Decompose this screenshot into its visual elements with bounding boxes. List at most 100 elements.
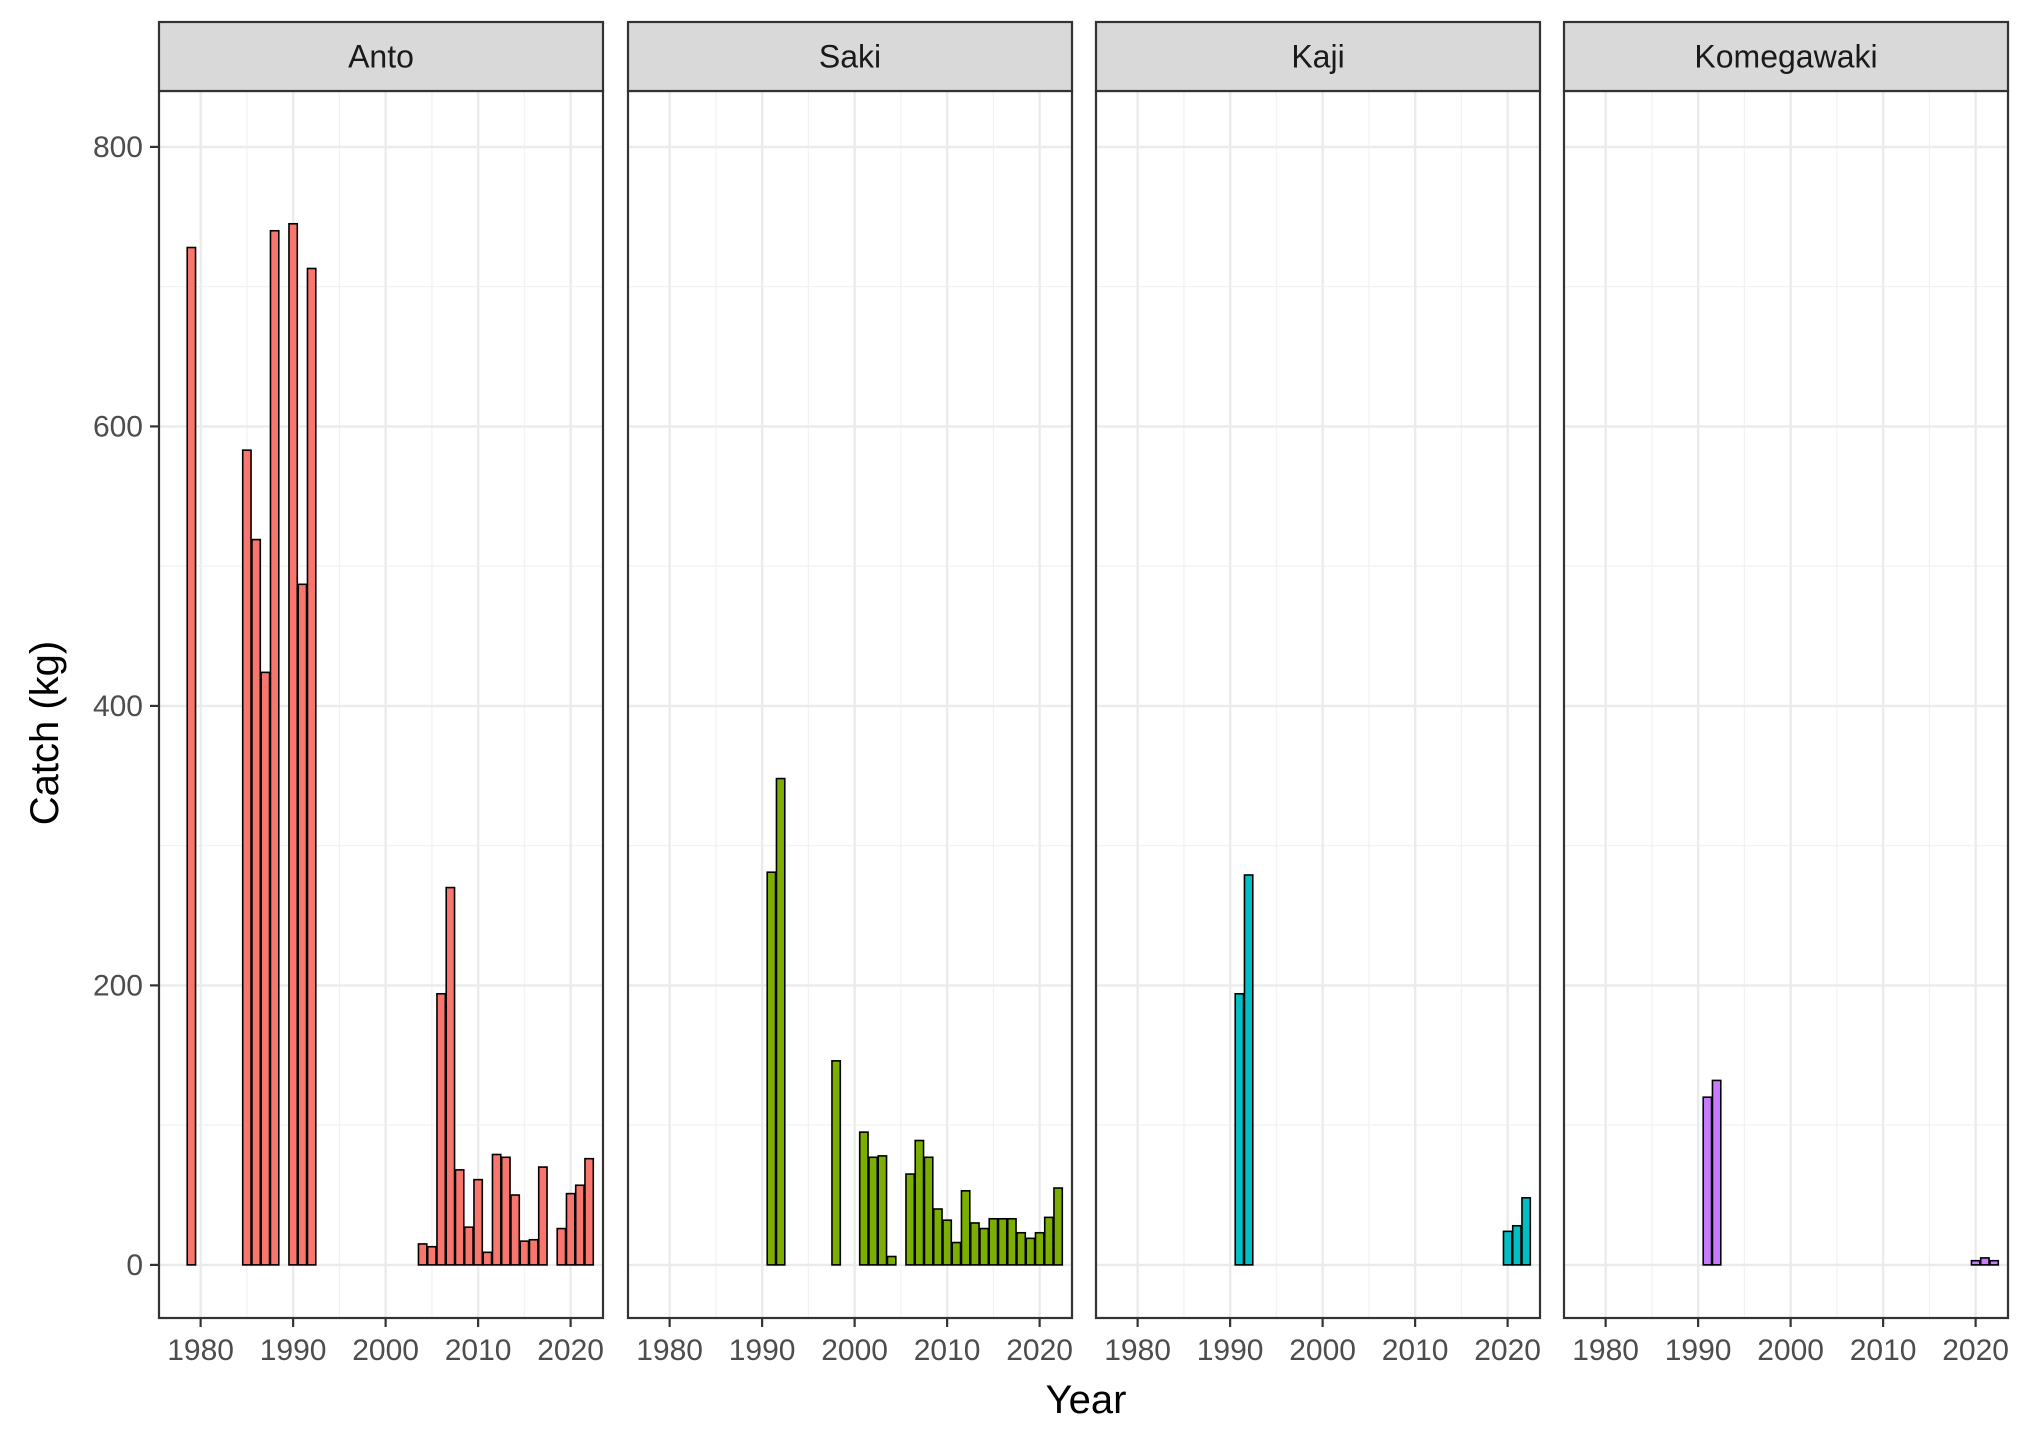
bar-kaji-1991 [1234, 992, 1245, 1266]
bar-saki-2009 [932, 1208, 943, 1266]
facet-strip [626, 20, 1074, 93]
bar-kaji-2020 [1502, 1230, 1513, 1266]
bar-anto-2005 [426, 1245, 437, 1266]
bar-saki-2017 [1006, 1217, 1017, 1266]
bar-saki-2012 [960, 1190, 971, 1266]
bar-saki-2007 [914, 1139, 925, 1266]
x-tick-label: 2000 [821, 1334, 888, 1367]
facet-panel-kaji: Kaji 1980 1990 2000 2010 2020 [1094, 20, 1542, 1367]
bar-saki-2020 [1034, 1231, 1045, 1266]
bar-saki-2001 [858, 1131, 869, 1266]
bar-anto-2014 [510, 1194, 521, 1266]
y-tick-label: 400 [93, 690, 143, 723]
bar-anto-2019 [556, 1227, 567, 1266]
bar-saki-2008 [923, 1156, 934, 1266]
bar-saki-2021 [1043, 1216, 1054, 1266]
y-tick-label: 600 [93, 410, 143, 443]
bar-saki-2022 [1053, 1187, 1064, 1266]
bar-anto-2013 [500, 1156, 511, 1266]
facet-panels: Anto 1980 1990 2000 2010 2020 Saki 1980 1990 2000… [157, 20, 2010, 1367]
bar-komegawaki-1991 [1702, 1096, 1713, 1266]
facet-strip-label: Kaji [1291, 39, 1344, 75]
bar-anto-2009 [463, 1226, 474, 1266]
x-tick-label: 2010 [914, 1334, 981, 1367]
bar-anto-2017 [537, 1166, 548, 1266]
x-tick-label: 2020 [1006, 1334, 1073, 1367]
bar-anto-1991 [297, 583, 308, 1266]
facet-strip [1562, 20, 2010, 93]
bar-anto-2015 [519, 1240, 530, 1266]
x-tick-label: 2020 [537, 1334, 604, 1367]
bar-saki-1992 [775, 777, 786, 1266]
bar-anto-2016 [528, 1238, 539, 1266]
bar-anto-2012 [491, 1153, 502, 1266]
x-tick-label: 1990 [1197, 1334, 1264, 1367]
facet-strip-label: Saki [819, 39, 881, 75]
bar-anto-2006 [436, 992, 447, 1266]
bar-anto-2004 [417, 1243, 428, 1266]
bar-komegawaki-2022 [1989, 1259, 2000, 1266]
bar-anto-2007 [445, 886, 456, 1266]
bar-saki-2014 [979, 1227, 990, 1266]
x-tick-label: 2000 [1289, 1334, 1356, 1367]
x-tick-label: 1990 [260, 1334, 327, 1367]
bar-komegawaki-1992 [1711, 1079, 1722, 1266]
bar-kaji-1992 [1243, 874, 1254, 1266]
bar-kaji-2021 [1511, 1224, 1522, 1266]
bar-saki-2015 [988, 1217, 999, 1266]
bar-saki-2016 [997, 1217, 1008, 1266]
y-tick-label: 0 [126, 1249, 143, 1282]
bar-komegawaki-2020 [1970, 1259, 1981, 1266]
panel-background [1564, 91, 2008, 1318]
bar-anto-2020 [565, 1192, 576, 1266]
bar-anto-2008 [454, 1169, 465, 1266]
facet-panel-komegawaki: Komegawaki 1980 1990 2000 2010 2020 [1562, 20, 2010, 1367]
x-tick-label: 2010 [1382, 1334, 1449, 1367]
facet-panel-saki: Saki 1980 1990 2000 2010 2020 [626, 20, 1074, 1367]
bar-anto-2022 [584, 1157, 595, 1266]
bar-anto-1990 [288, 222, 299, 1266]
panel-background [1096, 91, 1540, 1318]
x-tick-label: 2000 [1757, 1334, 1824, 1367]
panel-background [159, 91, 603, 1318]
bar-anto-1992 [306, 267, 317, 1266]
bar-saki-2002 [868, 1156, 879, 1266]
bar-anto-2021 [574, 1184, 585, 1266]
bar-anto-2010 [473, 1178, 484, 1266]
bar-komegawaki-2021 [1979, 1257, 1990, 1266]
bar-saki-2011 [951, 1241, 962, 1266]
bar-anto-1988 [269, 229, 280, 1266]
bar-saki-2013 [969, 1222, 980, 1266]
bar-saki-2019 [1025, 1237, 1036, 1266]
bar-saki-2004 [886, 1255, 897, 1266]
x-tick-label: 2010 [1850, 1334, 1917, 1367]
bar-saki-1998 [831, 1060, 842, 1266]
x-tick-label: 1980 [1104, 1334, 1171, 1367]
x-tick-label: 1980 [1572, 1334, 1639, 1367]
y-axis-title: Catch (kg) [23, 641, 67, 826]
x-tick-label: 2020 [1942, 1334, 2009, 1367]
bar-anto-1979 [186, 246, 197, 1266]
facet-strip [157, 20, 605, 93]
bar-saki-2010 [942, 1219, 953, 1266]
bar-anto-2011 [482, 1251, 493, 1266]
y-axis: 0 200 400 600 800 [93, 131, 159, 1282]
y-tick-label: 200 [93, 969, 143, 1002]
x-axis-title: Year [1046, 1378, 1127, 1422]
facet-strip-label: Komegawaki [1694, 39, 1877, 75]
x-tick-label: 1990 [729, 1334, 796, 1367]
bar-kaji-2022 [1521, 1197, 1532, 1266]
x-tick-label: 1980 [167, 1334, 234, 1367]
x-tick-label: 2000 [352, 1334, 419, 1367]
bar-saki-2003 [877, 1155, 888, 1266]
y-tick-label: 800 [93, 131, 143, 164]
panel-background [628, 91, 1072, 1318]
x-tick-label: 2020 [1474, 1334, 1541, 1367]
x-tick-label: 1990 [1665, 1334, 1732, 1367]
bar-anto-1987 [260, 671, 271, 1266]
bar-saki-2018 [1016, 1231, 1027, 1266]
bar-anto-1986 [251, 538, 262, 1266]
x-tick-label: 2010 [445, 1334, 512, 1367]
facet-strip [1094, 20, 1542, 93]
